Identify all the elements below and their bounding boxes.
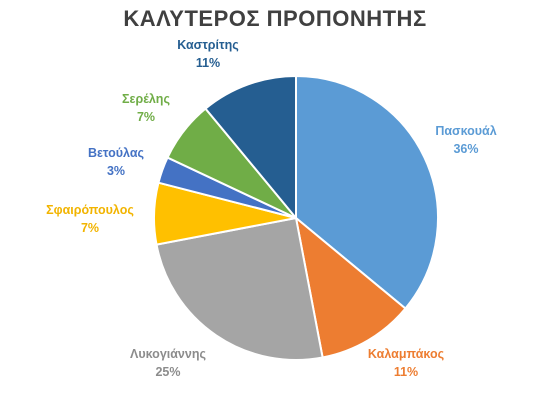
slice-value-3: 7% — [81, 221, 99, 235]
slice-label-6: Καστρίτης — [177, 38, 238, 52]
pie-slice-1 — [294, 215, 407, 359]
slice-label-4: Βετούλας — [88, 146, 144, 160]
slice-label-2: Λυκογιάννης — [130, 347, 206, 361]
pie-slice-6 — [204, 74, 297, 221]
pie-slice-2 — [155, 216, 324, 361]
slice-label-5: Σερέλης — [122, 92, 170, 106]
slice-value-4: 3% — [107, 164, 125, 178]
chart-title: ΚΑΛΥΤΕΡΟΣ ΠΡΟΠΟΝΗΤΗΣ — [123, 6, 427, 31]
slice-label-1: Καλαμπάκος — [368, 347, 444, 361]
slice-label-3: Σφαιρόπουλος — [46, 203, 134, 217]
slice-value-1: 11% — [394, 365, 418, 379]
pie-slice-0 — [295, 74, 439, 310]
slice-value-0: 36% — [453, 142, 478, 156]
slice-label-0: Πασκουάλ — [435, 124, 496, 138]
slice-value-2: 25% — [155, 365, 180, 379]
slice-value-5: 7% — [137, 110, 155, 124]
slice-value-6: 11% — [196, 56, 220, 70]
